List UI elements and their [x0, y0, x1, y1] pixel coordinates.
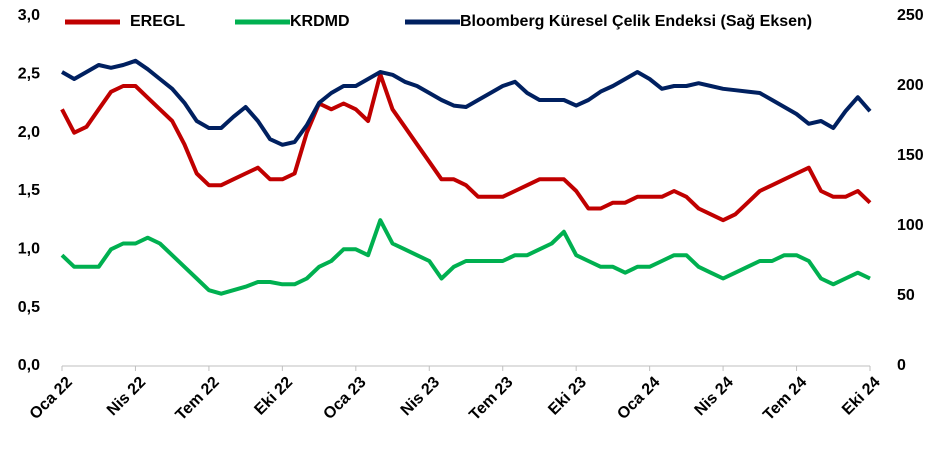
series-line	[60, 72, 872, 223]
y-tick-label: 2,0	[18, 124, 40, 141]
y2-tick-label: 250	[897, 7, 924, 24]
series-line	[60, 218, 871, 296]
x-tick-label: Eki 24	[839, 374, 884, 419]
x-tick-label: Oca 23	[320, 374, 369, 423]
y-tick-label: 0,5	[18, 299, 40, 316]
x-tick-label: Nis 23	[398, 374, 443, 419]
x-tick-label: Nis 22	[104, 374, 149, 419]
y-tick-label: 1,0	[18, 241, 40, 258]
x-tick-label: Oca 22	[27, 374, 76, 423]
x-tick-label: Nis 24	[692, 374, 737, 419]
x-tick-label: Tem 22	[173, 374, 223, 424]
y-tick-label: 2,5	[18, 66, 40, 83]
legend-label: Bloomberg Küresel Çelik Endeksi (Sağ Eks…	[460, 13, 812, 30]
x-tick-label: Eki 23	[545, 374, 590, 419]
y2-tick-label: 100	[897, 217, 924, 234]
x-tick-label: Tem 24	[760, 374, 810, 424]
y2-tick-label: 150	[897, 147, 924, 164]
y-tick-label: 3,0	[18, 7, 40, 24]
y-tick-label: 1,5	[18, 182, 40, 199]
x-tick-label: Tem 23	[466, 374, 516, 424]
y-tick-label: 0,0	[18, 357, 40, 374]
series-line	[61, 58, 872, 147]
y2-tick-label: 0	[897, 357, 906, 374]
x-tick-label: Eki 22	[251, 374, 296, 419]
y2-tick-label: 50	[897, 287, 915, 304]
y2-tick-label: 200	[897, 77, 924, 94]
legend-label: EREGL	[130, 13, 185, 30]
x-tick-label: Oca 24	[614, 374, 663, 423]
legend-label: KRDMD	[290, 13, 350, 30]
